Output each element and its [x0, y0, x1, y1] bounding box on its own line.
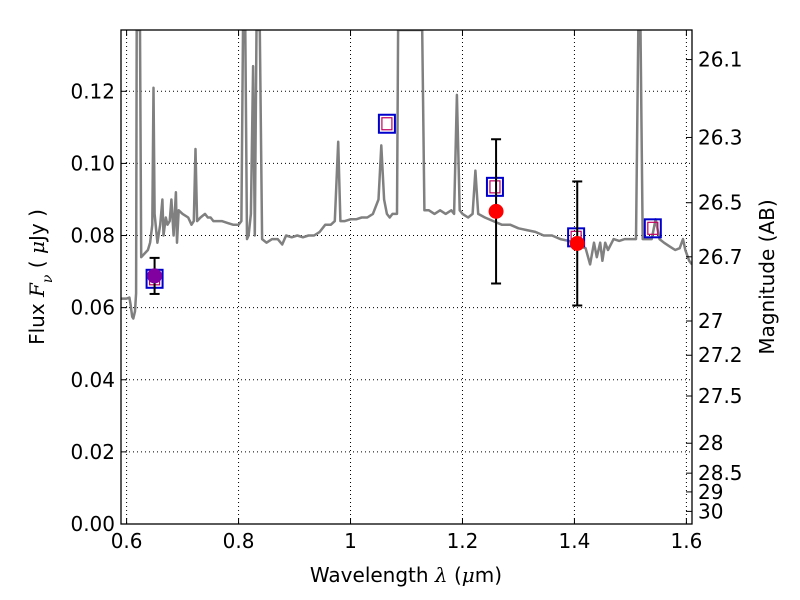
model-point-4 [643, 218, 662, 239]
model-point-inner-2 [489, 180, 501, 194]
model-point-2 [485, 176, 504, 197]
tick-marks [121, 30, 692, 525]
observed-point-0 [147, 268, 163, 284]
model-photometry-series [145, 113, 662, 289]
y-tick-label-5: 0.10 [70, 151, 115, 175]
y2-axis-label: Magnitude (AB) [755, 199, 779, 354]
y2-tick-label-10: 30 [698, 499, 723, 523]
y2-tick-label-0: 26.1 [698, 48, 743, 72]
observed-point-1 [488, 203, 504, 219]
y2-tick-label-1: 26.3 [698, 125, 743, 149]
observed-photometry-series [147, 138, 585, 307]
x-axis-label: Wavelength λ (μm) [310, 563, 502, 587]
x-tick-label-1: 0.8 [223, 529, 255, 553]
observed-point-2 [569, 235, 585, 251]
x-tick-label-0: 0.6 [111, 529, 143, 553]
x-tick-label-2: 1 [344, 529, 357, 553]
x-tick-label-5: 1.6 [670, 529, 702, 553]
y2-tick-label-7: 28 [698, 431, 723, 455]
y-tick-label-0: 0.00 [70, 512, 115, 536]
spectrum-line [121, 30, 692, 320]
y2-tick-label-3: 26.7 [698, 245, 743, 269]
y-tick-label-6: 0.12 [70, 79, 115, 103]
y-tick-label-4: 0.08 [70, 224, 115, 248]
y2-tick-label-8: 28.5 [698, 461, 743, 485]
model-point-inner-1 [381, 117, 393, 131]
y-axis-label: Flux Fν ( μJy ) [25, 209, 56, 345]
model-point-1 [377, 113, 396, 134]
y-tick-labels: 0.00 0.02 0.04 0.06 0.08 0.10 0.12 [70, 79, 115, 536]
x-tick-label-3: 1.2 [447, 529, 479, 553]
x-tick-label-4: 1.4 [559, 529, 591, 553]
y2-tick-label-9: 29 [698, 480, 723, 504]
y2-tick-label-6: 27.5 [698, 384, 743, 408]
spectrum-series [121, 30, 692, 320]
y2-tick-label-2: 26.5 [698, 191, 743, 215]
y-tick-label-3: 0.06 [70, 296, 115, 320]
y2-tick-label-4: 27 [698, 309, 723, 333]
y-tick-label-1: 0.02 [70, 440, 115, 464]
grid [121, 30, 692, 525]
plot-frame [120, 29, 693, 525]
y-tick-label-2: 0.04 [70, 368, 115, 392]
y2-tick-label-5: 27.2 [698, 343, 743, 367]
model-point-inner-4 [647, 221, 659, 235]
x-tick-labels: 0.6 0.8 1 1.2 1.4 1.6 [111, 529, 703, 553]
